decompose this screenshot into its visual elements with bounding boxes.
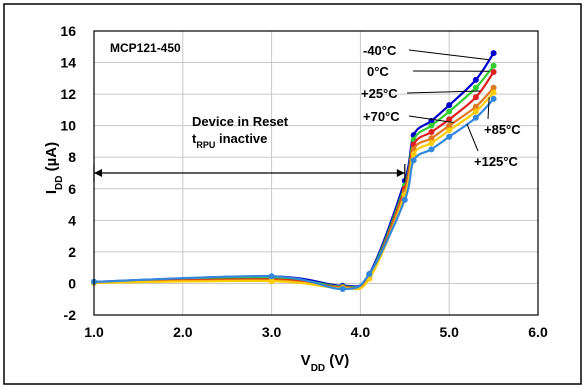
- temperature-pointer: [408, 115, 454, 124]
- data-point: [366, 270, 373, 277]
- device-label: MCP121-450: [110, 41, 181, 55]
- x-tick-label: 6.0: [528, 324, 548, 340]
- x-tick-label: 2.0: [173, 324, 193, 340]
- temperature-label: 0°C: [367, 64, 389, 79]
- data-point: [472, 84, 479, 91]
- data-point: [446, 108, 453, 115]
- data-point: [268, 273, 275, 280]
- x-tick-label: 1.0: [84, 324, 104, 340]
- x-tick-label: 4.0: [351, 324, 371, 340]
- data-point: [472, 76, 479, 83]
- data-point: [472, 108, 479, 115]
- y-tick-label: 2: [68, 244, 76, 260]
- data-point: [410, 151, 417, 158]
- data-point: [490, 50, 497, 57]
- y-axis-title: IDD (µA): [43, 142, 65, 194]
- data-point: [446, 127, 453, 134]
- y-tick-label: 6: [68, 181, 76, 197]
- reset-annotation-line1: Device in Reset: [192, 114, 289, 129]
- data-point: [410, 157, 417, 164]
- temperature-label: +70°C: [363, 109, 400, 124]
- annotations: -40°C 0°C +25°C +70°C +85°C +125°C: [93, 43, 521, 182]
- x-tick-label: 3.0: [262, 324, 282, 340]
- data-point: [472, 114, 479, 121]
- x-tick-label: 5.0: [439, 324, 459, 340]
- temperature-label: +85°C: [484, 122, 521, 137]
- data-point: [490, 62, 497, 69]
- temperature-label: +125°C: [474, 154, 518, 169]
- x-axis-title: VDD (V): [301, 352, 350, 374]
- y-tick-label: 0: [68, 275, 76, 291]
- y-tick-label: 10: [60, 118, 76, 134]
- reset-annotation-line2: tRPU inactive: [192, 131, 267, 150]
- y-tick-label: 14: [60, 55, 76, 71]
- y-tick-label: 8: [68, 149, 76, 165]
- data-point: [446, 116, 453, 123]
- y-tick-label: -2: [64, 307, 77, 323]
- data-point: [446, 133, 453, 140]
- temperature-label: -40°C: [363, 43, 397, 58]
- data-point: [428, 140, 435, 147]
- reset-arrowhead-left: [94, 169, 102, 177]
- temperature-label: +25°C: [361, 86, 398, 101]
- temperature-pointer: [466, 123, 479, 152]
- data-point: [490, 69, 497, 76]
- data-point: [490, 84, 497, 91]
- y-tick-label: 12: [60, 86, 76, 102]
- data-point: [339, 285, 346, 292]
- temperature-pointer: [487, 97, 490, 120]
- data-point: [428, 146, 435, 153]
- data-point: [428, 122, 435, 129]
- data-point: [446, 122, 453, 129]
- data-point: [446, 102, 453, 109]
- series-group: [91, 50, 497, 292]
- data-point: [268, 278, 275, 285]
- tick-labels: -2 0 2 4 6 8 10 12 14 16 1.0 2.0 3.0 4.0 5.0 6.0: [60, 23, 548, 340]
- temperature-pointer: [406, 90, 481, 94]
- y-tick-label: 4: [68, 212, 76, 228]
- data-point: [490, 95, 497, 102]
- data-point: [428, 128, 435, 135]
- y-tick-label: 16: [60, 23, 76, 39]
- data-point: [428, 135, 435, 142]
- temperature-pointer: [408, 49, 490, 61]
- data-point: [401, 196, 408, 203]
- data-point: [472, 103, 479, 110]
- data-point: [490, 89, 497, 96]
- data-point: [472, 94, 479, 101]
- reset-arrowhead-right: [396, 169, 405, 177]
